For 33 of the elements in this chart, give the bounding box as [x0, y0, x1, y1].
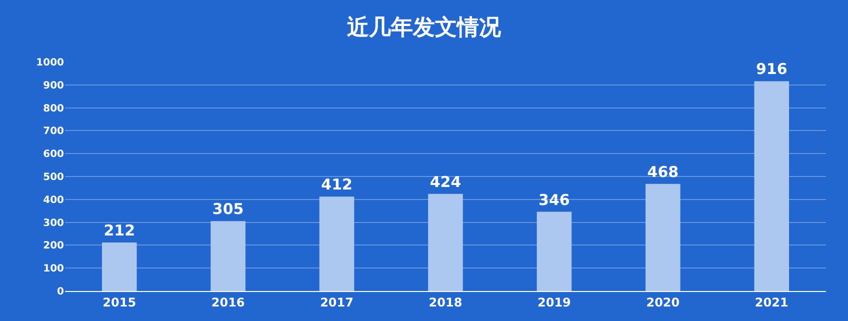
data-label: 346 [538, 190, 570, 209]
bar [754, 81, 790, 291]
y-tick-label: 400 [43, 194, 64, 206]
y-tick-label: 300 [43, 218, 64, 229]
x-tick-label: 2018 [428, 295, 462, 310]
data-label: 916 [756, 60, 788, 78]
data-label: 212 [104, 221, 136, 240]
y-tick-label: 0 [57, 286, 64, 298]
bar [646, 184, 680, 291]
bar [210, 221, 246, 291]
x-tick-label: 2019 [538, 295, 571, 310]
data-label: 468 [647, 162, 679, 181]
data-label: 424 [430, 172, 462, 191]
x-tick-label: 2020 [646, 295, 680, 310]
bar [428, 194, 463, 291]
y-tick-label: 1000 [36, 58, 64, 68]
bar [319, 196, 354, 291]
x-tick-label: 2016 [211, 295, 245, 310]
bar [102, 242, 137, 291]
y-tick-label: 800 [43, 103, 64, 114]
x-tick-label: 2017 [320, 295, 354, 310]
x-tick-label: 2015 [102, 295, 136, 310]
bar [536, 212, 572, 291]
y-tick-label: 600 [43, 149, 64, 160]
data-label: 412 [321, 176, 352, 194]
x-tick-label: 2021 [754, 295, 788, 310]
y-tick-label: 500 [43, 172, 64, 183]
chart-title: 近几年发文情况 [346, 14, 502, 41]
y-tick-label: 900 [43, 80, 64, 92]
data-label: 305 [212, 200, 244, 218]
y-tick-label: 100 [43, 264, 64, 275]
y-tick-label: 200 [43, 240, 64, 252]
y-tick-label: 700 [43, 126, 64, 138]
